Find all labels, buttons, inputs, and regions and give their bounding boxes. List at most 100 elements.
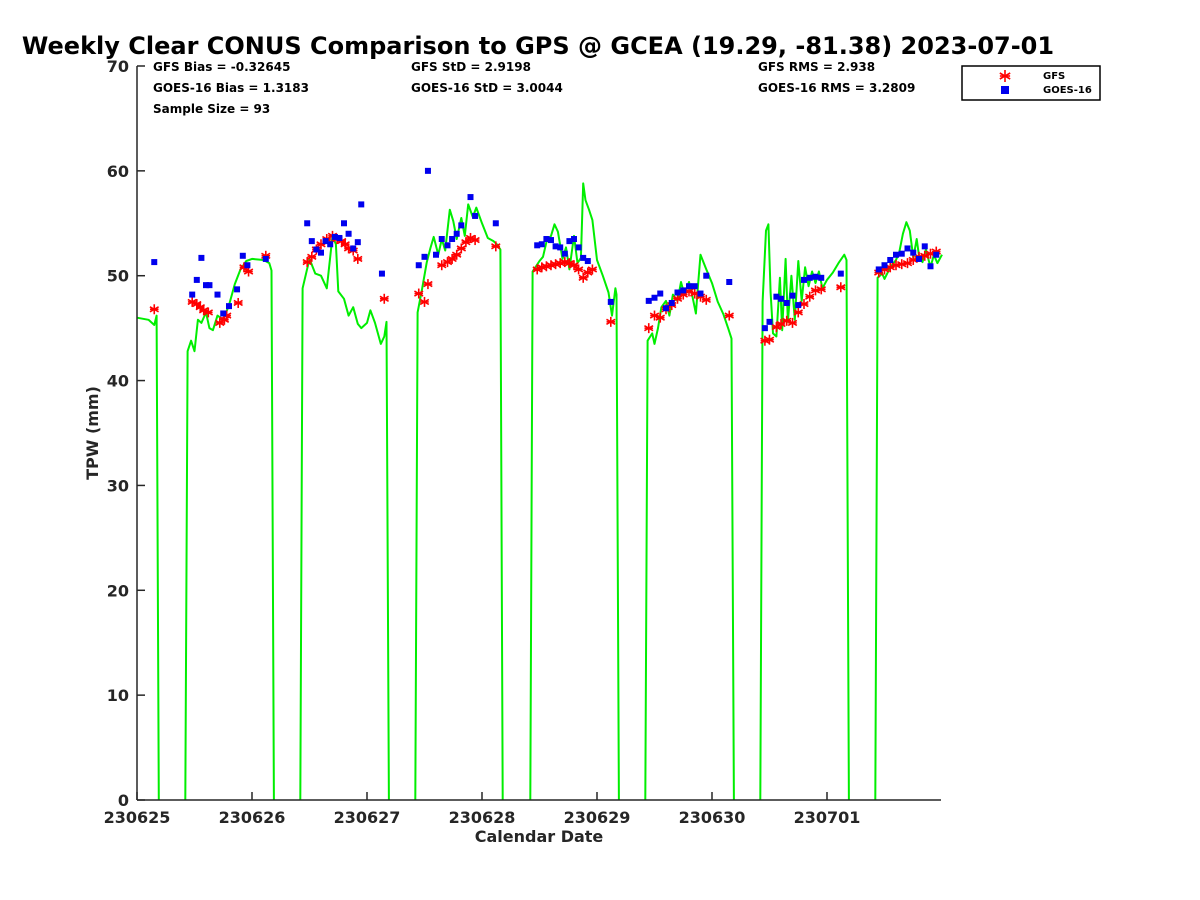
goes-point [318,249,324,256]
y-tick-label: 60 [107,162,129,181]
gfs-std-text: GFS StD = 2.9198 [411,60,531,74]
y-tick-label: 30 [107,476,129,495]
goes-point [220,310,227,317]
legend-goes-label: GOES-16 [1043,85,1092,96]
gps-line-segment [759,223,850,801]
gfs-point [451,249,462,260]
goes-point [313,246,320,253]
goes-point [189,291,196,298]
goes-point [837,270,844,277]
y-tick-label: 40 [107,372,129,391]
gfs-bias-text: GFS Bias = -0.32645 [153,60,290,74]
goes-point [354,239,361,246]
gfs-point [470,235,480,246]
goes-point [543,236,550,243]
gfs-point [423,279,433,290]
goes-point [806,274,813,281]
gfs-series [149,230,941,346]
gps-line-segment [299,234,390,801]
gps-line-segment [136,314,160,801]
x-tick-label: 230626 [219,808,286,827]
x-tick-label: 230630 [679,808,746,827]
goes-point [812,273,819,280]
gfs-point [569,260,579,271]
gfs-point [764,334,775,345]
goes-point [438,236,445,243]
goes-point [674,289,681,296]
goes-point [645,297,652,304]
goes-point [691,283,698,290]
goes-point [927,263,934,270]
goes-point [898,250,905,257]
legend-gfs-label: GFS [1043,71,1065,82]
goes-point [657,290,664,297]
x-tick-label: 230627 [334,808,401,827]
goes-point [444,242,451,249]
goes-point [881,262,888,269]
goes-point [341,220,347,227]
goes-point [651,294,658,301]
y-axis-label: TPW (mm) [83,386,102,480]
goes-point [415,262,422,269]
gfs-point [419,296,430,307]
gfs-point [606,316,616,327]
goes-point [262,255,269,262]
gfs-point [701,294,711,305]
goes-point [350,245,357,252]
goes-point [778,295,784,302]
gfs-point [491,241,501,252]
goes-point [561,250,568,257]
x-tick-label: 230629 [564,808,631,827]
goes-point [726,279,733,286]
goes-point [331,233,338,240]
y-tick-label: 0 [118,791,129,810]
goes-point [308,238,315,245]
goes-point [234,286,241,293]
goes-point [453,230,460,237]
stats-panel: GFS Bias = -0.32645 GOES-16 Bias = 1.318… [153,60,915,116]
legend: GFS GOES-16 [961,65,1101,101]
plot-area [136,167,943,801]
goes-point [151,259,158,266]
legend-box [961,65,1101,101]
y-axis-ticks: 0 10 20 30 40 50 60 70 [107,57,145,810]
goes-point [818,274,825,281]
gfs-point [587,264,598,275]
goes-rms-text: GOES-16 RMS = 3.2809 [758,81,915,95]
gfs-point [149,304,159,315]
gfs-point [805,291,815,302]
goes-point [206,282,213,289]
gfs-point [573,264,584,275]
goes-point [244,262,251,269]
y-tick-label: 70 [107,57,129,76]
goes-point [933,251,940,258]
goes-point [575,244,582,251]
gfs-point [771,322,782,333]
goes-point [472,212,479,219]
goes-point [761,325,768,332]
goes-point [378,270,385,277]
y-tick-label: 10 [107,686,129,705]
gfs-point [414,288,424,299]
legend-goes-marker [1001,86,1009,94]
gfs-point [724,310,734,321]
goes-point [548,237,554,244]
gfs-point [353,253,363,264]
legend-gfs-marker [999,70,1011,82]
goes-bias-text: GOES-16 Bias = 1.3183 [153,81,309,95]
goes-point [203,282,209,289]
goes-point [916,255,922,262]
goes-point [239,252,246,259]
goes-point [697,290,704,297]
goes-point [226,303,232,310]
x-axis-ticks: 230625 230626 230627 230628 230629 230630 2307… [104,792,860,827]
goes-point [584,258,591,265]
goes-point [449,236,456,243]
goes-point [663,305,669,312]
goes-point [795,302,802,309]
gfs-point [461,237,471,248]
legend-gfs-asterisk [999,70,1011,82]
goes-point [433,251,439,258]
